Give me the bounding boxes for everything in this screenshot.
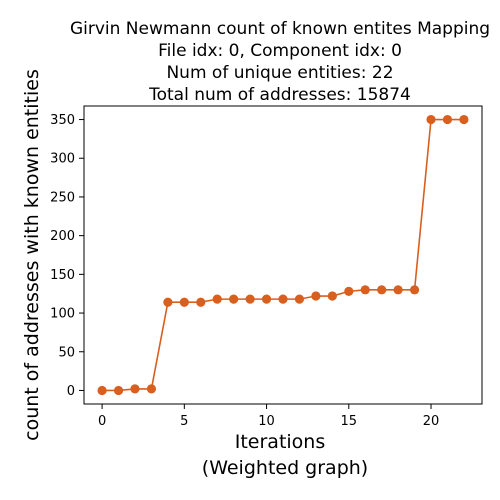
data-point	[213, 295, 222, 304]
data-point	[328, 291, 337, 300]
x-axis-label-line-1: Iterations	[235, 431, 326, 453]
y-axis-label: count of addresses with known entities	[21, 69, 43, 441]
x-tick-label: 5	[180, 414, 188, 429]
y-axis-ticks: 0 50 100 150 200 250 300 350	[50, 113, 84, 399]
chart-title-line-4: Total num of addresses: 15874	[148, 85, 411, 105]
y-tick-label: 150	[50, 268, 75, 283]
data-point	[229, 295, 238, 304]
data-point	[130, 384, 139, 393]
data-point	[114, 386, 123, 395]
data-point	[377, 285, 386, 294]
y-tick-label: 200	[50, 229, 75, 244]
data-point	[344, 287, 353, 296]
y-tick-label: 0	[67, 384, 75, 399]
chart-title-line-3: Num of unique entities: 22	[166, 63, 393, 83]
data-point	[394, 285, 403, 294]
x-axis-ticks: 0 5 10 15 20	[98, 404, 439, 429]
data-point	[246, 295, 255, 304]
data-point	[443, 115, 452, 124]
x-tick-label: 20	[423, 414, 440, 429]
data-point	[180, 298, 189, 307]
chart-title-line-2: File idx: 0, Component idx: 0	[158, 41, 402, 61]
data-point	[97, 386, 106, 395]
data-point	[426, 115, 435, 124]
plot-area	[84, 106, 482, 404]
data-point	[262, 295, 271, 304]
data-point	[278, 295, 287, 304]
data-point	[410, 285, 419, 294]
data-point	[361, 285, 370, 294]
data-point	[311, 291, 320, 300]
series-line	[102, 120, 464, 391]
chart-title: Girvin Newmann count of known entites Ma…	[70, 19, 490, 105]
y-tick-label: 100	[50, 307, 75, 322]
data-point	[459, 115, 468, 124]
y-tick-label: 300	[50, 152, 75, 167]
x-tick-label: 10	[258, 414, 275, 429]
y-tick-label: 50	[58, 345, 75, 360]
data-point	[163, 298, 172, 307]
x-tick-label: 15	[341, 414, 358, 429]
y-tick-label: 350	[50, 113, 75, 128]
x-axis-label-line-2: (Weighted graph)	[202, 457, 368, 479]
chart-title-line-1: Girvin Newmann count of known entites Ma…	[70, 19, 490, 39]
data-point	[196, 298, 205, 307]
data-point	[295, 295, 304, 304]
y-tick-label: 250	[50, 190, 75, 205]
series-markers	[97, 115, 468, 395]
x-tick-label: 0	[98, 414, 106, 429]
data-point	[147, 384, 156, 393]
